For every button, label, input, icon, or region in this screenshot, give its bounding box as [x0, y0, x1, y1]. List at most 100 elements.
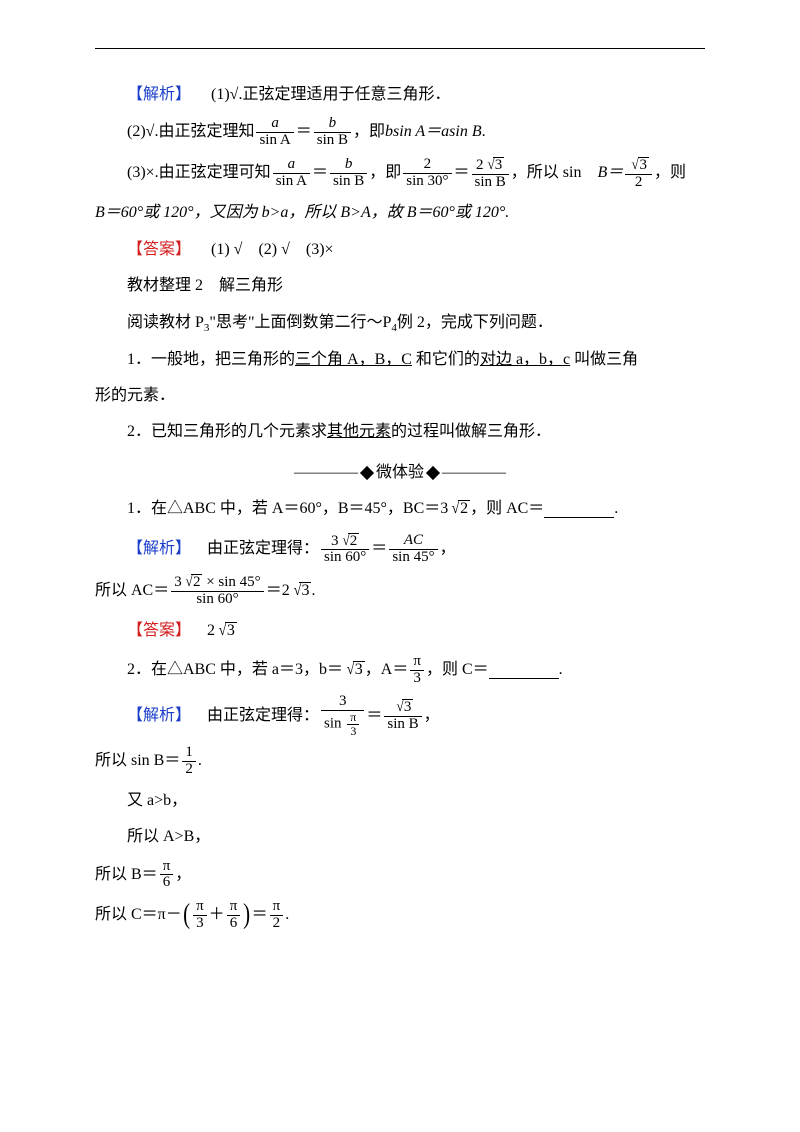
analysis-p1: 【解析】 (1)√.正弦定理适用于任意三角形．: [95, 80, 705, 110]
pref: sin: [324, 716, 342, 732]
b1-p2-end: .: [482, 117, 486, 147]
num: 2: [403, 157, 451, 173]
den: sin B: [330, 173, 367, 190]
b2-item1-l2: 形的元素．: [95, 381, 705, 411]
text: B＝60°或 120°，又因为 b>a，所以 B>A，故 B＝60°或 120°…: [95, 204, 509, 221]
dash: ————: [294, 458, 358, 488]
t: .: [311, 576, 315, 606]
b1-p2-eq: bsin A＝asin B: [385, 117, 482, 147]
label-analysis: 【解析】: [127, 701, 191, 731]
num: π: [193, 899, 207, 915]
b1-p2-mid: ，即: [353, 117, 385, 147]
mid: × sin 45°: [202, 574, 260, 590]
den: sin A: [273, 173, 310, 190]
b1-p3: (3)×.由正弦定理可知 a sin A ＝ b sin B ，即 2 sin …: [95, 157, 705, 191]
num: b: [314, 116, 351, 132]
t: 2．在△ABC 中，若 a＝3，b＝: [127, 655, 343, 685]
b2-h2: 阅读教材 P3"思考"上面倒数第二行～P4例 2，完成下列问题．: [95, 308, 705, 339]
rparen-icon: ): [243, 901, 250, 929]
b1-p2-pre: (2)√.由正弦定理知: [127, 117, 254, 147]
den: 2: [270, 915, 284, 932]
label-analysis: 【解析】: [127, 86, 191, 103]
eq: ＝2: [266, 576, 290, 606]
rad: 2: [348, 533, 360, 549]
q2-so1: 所以 sin B＝ 1 2 .: [95, 745, 705, 778]
eq: ＝: [312, 158, 328, 188]
q1-big-frac: 32 × sin 45° sin 60°: [171, 574, 263, 608]
b2-h1: 教材整理 2 解三角形: [95, 271, 705, 301]
b1-answer: 【答案】 (1) √ (2) √ (3)×: [95, 235, 705, 265]
ul: 三个角 A，B，C: [295, 351, 412, 368]
num: 32 × sin 45°: [171, 574, 263, 591]
num: π: [347, 711, 359, 724]
frac-r3-2: 3 2: [625, 157, 652, 191]
rad: 3: [638, 157, 650, 173]
q1-analysis: 【解析】 由正弦定理得： 32 sin 60° ＝ AC sin 45° ，: [95, 533, 705, 567]
label-answer: 【答案】: [127, 241, 191, 258]
rad: 3: [225, 622, 237, 639]
frac-2-sin30: 2 sin 30°: [403, 157, 451, 190]
b1-p3-mid2: ，所以 sin: [511, 158, 598, 188]
den: sin 30°: [403, 173, 451, 190]
rad: 3: [353, 661, 365, 678]
sqrt-icon: 3: [343, 655, 365, 685]
top-rule: [95, 48, 705, 49]
q1-line: 1．在△ABC 中，若 A＝60°，B＝45°，BC＝3 2 ，则 AC＝ .: [95, 494, 705, 524]
frac-a-sinA: a sin A: [256, 116, 293, 149]
den: sin π 3: [321, 710, 364, 737]
eq: ＝: [371, 534, 387, 564]
sqrt-icon: 3: [215, 616, 237, 646]
num: π: [410, 654, 424, 670]
t: "思考"上面倒数第二行～P: [209, 314, 391, 331]
t: ，则 C＝: [426, 655, 489, 685]
t: 1．在△ABC 中，若 A＝60°，B＝45°，BC＝3: [127, 494, 448, 524]
q2-soC: 所以 C＝π－ ( π 3 ＋ π 6 ) ＝ π 2 .: [95, 899, 705, 932]
t: .: [285, 900, 289, 930]
sqrt-icon: 2: [448, 494, 470, 524]
den: sin B: [472, 174, 509, 191]
rad: 3: [493, 157, 505, 173]
q2-frac-half: 1 2: [182, 745, 196, 778]
b1-analysis-text: (1)√.正弦定理适用于任意三角形．: [195, 86, 450, 103]
coef: 2: [476, 157, 484, 173]
label-answer: 【答案】: [127, 616, 191, 646]
sqrt-icon: 3: [484, 157, 505, 174]
q2-analysis: 【解析】 由正弦定理得： 3 sin π 3 ＝ 3 sin B ，: [95, 694, 705, 737]
rad: 3: [299, 582, 311, 599]
num: 23: [472, 157, 509, 174]
coef: 3: [331, 533, 339, 549]
blank-field: [544, 501, 614, 518]
lparen-icon: (: [183, 901, 190, 929]
dash: ————: [442, 458, 506, 488]
num: a: [273, 157, 310, 173]
t: 所以 sin B＝: [95, 746, 180, 776]
frac-b: π 6: [227, 899, 241, 932]
t: 所以 AC＝: [95, 576, 169, 606]
num: π: [160, 859, 174, 875]
b2-item1: 1．一般地，把三角形的三个角 A，B，C 和它们的对边 a，b，c 叫做三角: [95, 345, 705, 375]
b1-p2: (2)√.由正弦定理知 a sin A ＝ b sin B ，即 bsin A＝…: [95, 116, 705, 149]
den: sin A: [256, 132, 293, 149]
num: 3: [384, 699, 421, 716]
t: .: [198, 746, 202, 776]
q2-frac-B: π 6: [160, 859, 174, 892]
num: a: [256, 116, 293, 132]
coef: 3: [174, 574, 182, 590]
q2-soB: 所以 B＝ π 6 ，: [95, 859, 705, 892]
frac-2r3-sinB: 23 sin B: [472, 157, 509, 191]
q1-frac-left: 32 sin 60°: [321, 533, 369, 567]
den: 6: [160, 874, 174, 891]
b1-p3-tail: ，则: [654, 158, 686, 188]
den: sin B: [384, 716, 421, 733]
q2-frac-C: π 2: [270, 899, 284, 932]
frac-b-sinB: b sin B: [314, 116, 351, 149]
t: 由正弦定理得：: [191, 534, 319, 564]
t: 的过程叫做解三角形．: [391, 423, 551, 440]
label-analysis: 【解析】: [127, 534, 191, 564]
den: 3: [410, 670, 424, 687]
t: 例 2，完成下列问题．: [397, 314, 553, 331]
num: b: [330, 157, 367, 173]
q1-so: 所以 AC＝ 32 × sin 45° sin 60° ＝2 3 .: [95, 574, 705, 608]
diamond-icon: [426, 466, 440, 480]
t: 所以 C＝π－: [95, 900, 182, 930]
